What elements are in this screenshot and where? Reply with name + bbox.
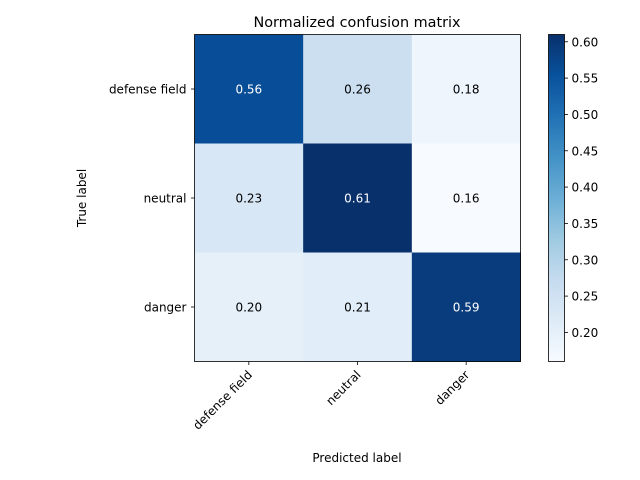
heatmap-cell	[303, 252, 413, 362]
cell-value-label: 0.61	[344, 192, 371, 206]
colorbar-tick-label: 0.45	[572, 144, 599, 158]
colorbar-tick-label: 0.35	[572, 217, 599, 231]
heatmap-cell	[411, 252, 521, 362]
cell-value-label: 0.20	[235, 301, 262, 315]
x-axis-label: Predicted label	[312, 451, 401, 465]
cell-value-label: 0.56	[235, 83, 262, 97]
heatmap-cell	[411, 34, 521, 144]
colorbar-ticks: 0.20 0.25 0.30 0.35 0.40 0.45 0.50 0.55 0.60	[564, 35, 599, 340]
heatmap-cell	[194, 143, 304, 253]
heatmap-cells	[194, 34, 521, 362]
colorbar-tick-label: 0.60	[572, 35, 599, 49]
heatmap-cell	[411, 143, 521, 253]
cell-value-label: 0.26	[344, 83, 371, 97]
colorbar-tick-label: 0.50	[572, 108, 599, 122]
y-tick-label: danger	[144, 301, 187, 315]
y-axis-ticks: defense field neutral danger	[109, 83, 195, 315]
cell-value-label: 0.59	[453, 301, 480, 315]
y-tick-label: defense field	[109, 83, 187, 97]
y-tick-label: neutral	[144, 192, 187, 206]
cell-value-label: 0.21	[344, 301, 371, 315]
colorbar	[548, 34, 565, 362]
colorbar-tick-label: 0.40	[572, 181, 599, 195]
cell-value-label: 0.16	[453, 192, 480, 206]
heatmap-cell	[303, 143, 413, 253]
colorbar-tick-label: 0.20	[572, 326, 599, 340]
cell-value-label: 0.23	[235, 192, 262, 206]
heatmap-cell-labels: 0.56 0.26 0.18 0.23 0.61 0.16 0.20 0.21 0.59	[235, 83, 479, 315]
colorbar-tick-label: 0.55	[572, 72, 599, 86]
colorbar-tick-label: 0.25	[572, 290, 599, 304]
heatmap-cell	[194, 252, 304, 362]
y-axis-label: True label	[75, 169, 89, 228]
chart-title: Normalized confusion matrix	[253, 15, 461, 31]
heatmap-cell	[303, 34, 413, 144]
colorbar-tick-label: 0.30	[572, 253, 599, 267]
cell-value-label: 0.18	[453, 83, 480, 97]
heatmap-cell	[194, 34, 304, 144]
